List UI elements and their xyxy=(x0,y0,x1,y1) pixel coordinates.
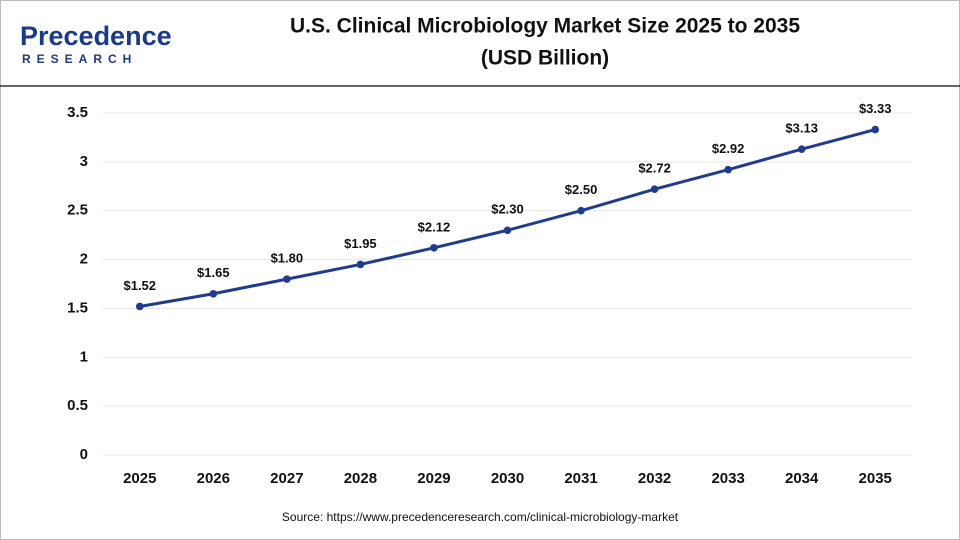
x-tick-label: 2029 xyxy=(417,470,450,487)
value-label: $2.72 xyxy=(638,161,671,176)
marker xyxy=(650,185,659,194)
y-tick-label: 1 xyxy=(80,348,88,365)
x-tick-label: 2035 xyxy=(859,470,892,487)
chart-subtitle: (USD Billion) xyxy=(481,47,609,70)
marker xyxy=(209,289,218,298)
x-tick-label: 2030 xyxy=(491,470,524,487)
value-label: $1.95 xyxy=(344,236,377,251)
y-tick-label: 0 xyxy=(80,446,88,463)
value-label: $2.12 xyxy=(418,219,451,234)
logo-name: Precedence xyxy=(20,21,172,51)
x-tick-label: 2034 xyxy=(785,470,819,487)
x-tick-label: 2026 xyxy=(197,470,230,487)
marker xyxy=(724,165,732,174)
x-tick-label: 2028 xyxy=(344,470,377,487)
x-tick-label: 2032 xyxy=(638,470,671,487)
value-label: $3.13 xyxy=(785,121,818,136)
y-tick-label: 3.5 xyxy=(67,104,88,121)
y-tick-label: 2 xyxy=(80,251,88,268)
marker xyxy=(797,145,806,153)
marker xyxy=(577,206,585,215)
value-label: $3.33 xyxy=(859,101,892,116)
value-label: $1.52 xyxy=(123,278,156,293)
y-tick-label: 2.5 xyxy=(67,202,88,219)
source: Source: https://www.precedenceresearch.c… xyxy=(282,510,679,524)
marker xyxy=(135,302,144,311)
y-tick-label: 0.5 xyxy=(67,397,88,414)
y-tick-label: 1.5 xyxy=(67,299,88,316)
marker xyxy=(356,260,365,269)
x-tick-label: 2033 xyxy=(711,470,744,487)
marker xyxy=(503,226,512,235)
x-tick-label: 2027 xyxy=(270,470,303,487)
x-tick-label: 2031 xyxy=(564,470,597,487)
x-tick-label: 2025 xyxy=(123,470,156,487)
marker xyxy=(871,125,880,134)
marker xyxy=(283,275,291,283)
value-label: $1.65 xyxy=(197,265,230,280)
marker xyxy=(430,244,438,252)
chart-title: U.S. Clinical Microbiology Market Size 2… xyxy=(290,15,800,38)
value-label: $2.92 xyxy=(712,141,745,156)
y-tick-label: 3 xyxy=(80,153,88,170)
value-label: $1.80 xyxy=(271,251,304,266)
logo-sub: RESEARCH xyxy=(22,52,137,66)
value-label: $2.50 xyxy=(565,182,598,197)
value-label: $2.30 xyxy=(491,202,524,217)
